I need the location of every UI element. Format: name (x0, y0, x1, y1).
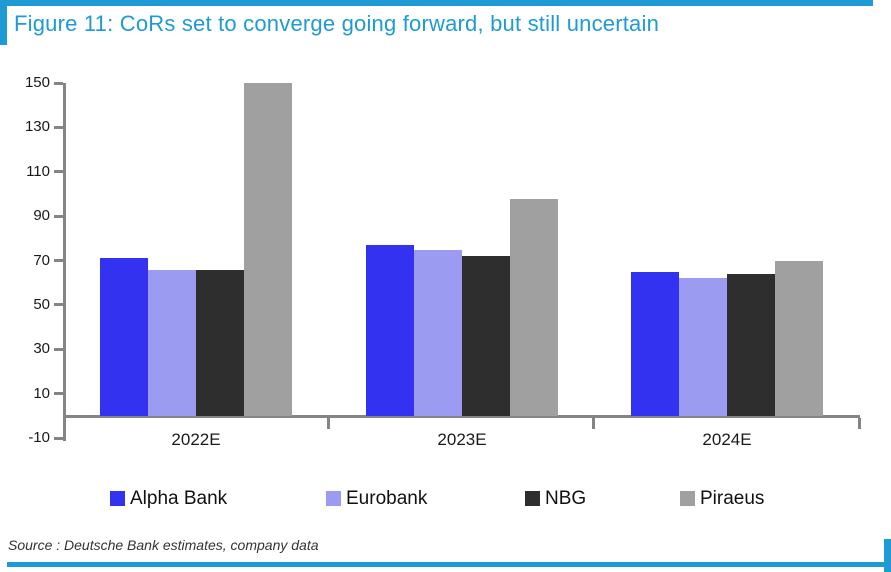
bar-eurobank (148, 270, 196, 416)
accent-bar-right (884, 539, 891, 572)
y-tick-label: 70 (33, 252, 50, 269)
source-note: Source : Deutsche Bank estimates, compan… (8, 537, 319, 553)
accent-bar-bottom (7, 562, 891, 567)
bar-alpha-bank (100, 258, 148, 416)
y-tick-label: 130 (24, 118, 50, 135)
bar-piraeus (775, 261, 823, 416)
category-label: 2023E (437, 430, 487, 449)
figure-title: Figure 11: CoRs set to converge going fo… (14, 11, 660, 36)
bar-nbg (196, 270, 244, 416)
category-boundary-tick (327, 418, 330, 429)
y-tick-label: 30 (33, 340, 50, 357)
bar-eurobank (414, 250, 462, 416)
bar-piraeus (510, 199, 558, 416)
y-tick-mark (54, 126, 63, 129)
bar-alpha-bank (366, 245, 414, 416)
y-tick-mark (54, 437, 63, 440)
legend-swatch-icon (110, 491, 125, 506)
legend-label: NBG (545, 488, 587, 509)
y-tick-mark (54, 303, 63, 306)
legend-label: Eurobank (346, 488, 428, 509)
y-tick-mark (54, 215, 63, 218)
legend-swatch-icon (326, 491, 341, 506)
bar-alpha-bank (631, 272, 679, 416)
legend-label: Alpha Bank (130, 488, 228, 509)
bar-nbg (727, 274, 775, 416)
legend-swatch-icon (525, 491, 540, 506)
y-axis-line (63, 83, 66, 441)
legend-swatch-icon (680, 491, 695, 506)
bar-eurobank (679, 278, 727, 416)
category-label: 2022E (171, 430, 221, 449)
bar-piraeus (244, 83, 292, 416)
y-tick-mark (54, 259, 63, 262)
y-tick-label: 110 (26, 163, 50, 180)
y-tick-label: 10 (33, 385, 50, 402)
y-tick-mark (54, 392, 63, 395)
y-tick-label: 50 (33, 296, 50, 313)
accent-bar-left (0, 0, 7, 45)
y-tick-label: 90 (33, 207, 50, 224)
category-boundary-tick (592, 418, 595, 429)
y-tick-label: -10 (28, 429, 50, 446)
accent-bar-top (0, 0, 873, 6)
category-label: 2024E (702, 430, 752, 449)
y-tick-label: 150 (24, 74, 50, 91)
bar-nbg (462, 256, 510, 416)
category-boundary-tick (858, 418, 861, 429)
x-axis-line (63, 415, 860, 418)
y-tick-mark (54, 82, 63, 85)
legend-label: Piraeus (700, 488, 765, 509)
y-tick-mark (54, 348, 63, 351)
y-tick-mark (54, 170, 63, 173)
